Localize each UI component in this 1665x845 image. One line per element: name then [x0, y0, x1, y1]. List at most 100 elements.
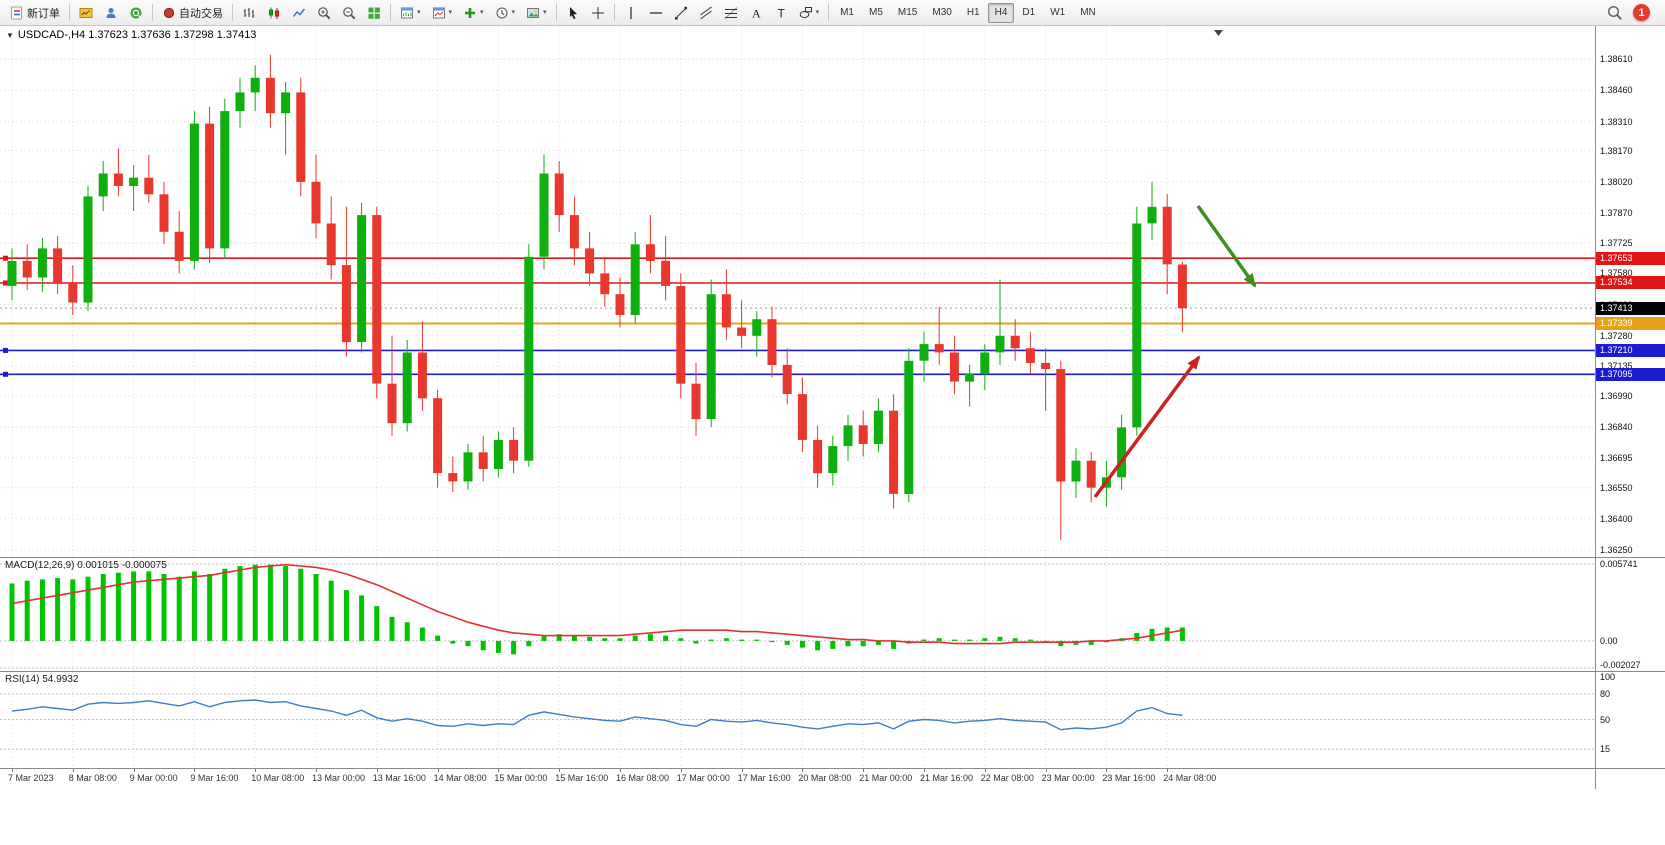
time-axis-label: 17 Mar 00:00	[676, 773, 730, 783]
pane-splitter[interactable]	[0, 557, 1665, 558]
tile-windows-icon	[368, 7, 380, 19]
clock-icon	[496, 7, 508, 18]
dropdown-arrow-icon: ▾	[480, 9, 484, 16]
horizontal-line-icon	[649, 11, 662, 14]
candlestick-chart-button[interactable]	[262, 2, 286, 24]
price-tag: 1.37534	[1596, 276, 1665, 290]
symbol-dropdown-icon[interactable]: ▼	[6, 30, 14, 40]
add-indicator-button[interactable]: ▾	[458, 2, 489, 24]
macd-axis[interactable]: 0.005741 0.00 -0.002027	[1595, 558, 1665, 671]
vertical-line-icon	[629, 6, 632, 19]
time-tick	[72, 769, 74, 772]
chart-window-button[interactable]: ▾	[427, 2, 458, 24]
indicator-window-button[interactable]: ▾	[395, 2, 426, 24]
fibonacci-button[interactable]	[719, 2, 743, 24]
trendline-button[interactable]	[669, 2, 693, 24]
price-tag: 1.37413	[1596, 301, 1665, 315]
macd-axis-label: 0.005741	[1600, 559, 1638, 570]
zoom-in-icon	[318, 6, 331, 19]
price-axis-label: 1.37135	[1600, 360, 1633, 371]
vertical-line-button[interactable]	[619, 2, 643, 24]
macd-chart	[0, 558, 1595, 671]
time-axis-label: 21 Mar 00:00	[859, 773, 913, 783]
timeframe-button-m15[interactable]: M15	[897, 7, 918, 18]
horizontal-line-button[interactable]	[644, 2, 668, 24]
time-axis-label: 15 Mar 00:00	[494, 773, 548, 783]
price-axis[interactable]: 1.38610 1.38460 1.38310 1.38170 1.38020 1.378…	[1595, 26, 1665, 557]
time-axis[interactable]: 7 Mar 2023 8 Mar 08:00 9 Mar 00:00 9 Mar 16…	[0, 769, 1595, 789]
pane-splitter[interactable]	[0, 671, 1665, 672]
timeframe-button-d1[interactable]: D1	[1022, 7, 1036, 18]
dropdown-arrow-icon: ▾	[815, 9, 820, 16]
time-tick	[498, 769, 500, 772]
time-tick	[680, 769, 682, 772]
time-axis-label: 20 Mar 08:00	[798, 773, 852, 783]
timeframe-button-m30[interactable]: M30	[932, 7, 952, 18]
main-chart[interactable]: ▼ USDCAD-,H4 1.37623 1.37636 1.37298 1.3…	[0, 26, 1595, 557]
time-axis-label: 13 Mar 16:00	[372, 773, 426, 783]
timeframe-button-m1[interactable]: M1	[840, 7, 854, 18]
template-icon	[527, 7, 540, 18]
time-axis-label: 17 Mar 16:00	[737, 773, 791, 783]
timeframe-button-mn[interactable]: MN	[1080, 7, 1096, 18]
toolbar-separator	[613, 4, 615, 21]
dropdown-arrow-icon: ▾	[448, 9, 453, 16]
trendline-icon	[674, 6, 687, 20]
macd-pane[interactable]: MACD(12,26,9) 0.001015 -0.000075	[0, 558, 1595, 671]
time-tick	[376, 769, 378, 772]
tile-windows-button[interactable]	[362, 2, 386, 24]
text-button[interactable]: A	[744, 2, 768, 24]
navigator-button[interactable]	[124, 2, 148, 24]
bar-chart-button[interactable]	[237, 2, 261, 24]
rsi-pane[interactable]: RSI(14) 54.9932	[0, 672, 1595, 768]
toolbar-separator	[152, 4, 153, 21]
toolbar-right-group: 1	[1607, 4, 1660, 21]
period-button[interactable]: ▾	[490, 2, 521, 24]
price-axis-label: 1.36550	[1600, 482, 1633, 493]
cursor-button[interactable]	[561, 2, 585, 24]
rsi-axis[interactable]: 100 80 50 15	[1595, 672, 1665, 768]
axis-corner	[1595, 769, 1665, 789]
rsi-axis-label: 100	[1600, 672, 1616, 682]
template-button[interactable]: ▾	[521, 2, 552, 24]
pane-splitter[interactable]	[0, 768, 1665, 769]
time-axis-label: 13 Mar 00:00	[312, 773, 366, 783]
zoom-in-button[interactable]	[312, 2, 336, 24]
time-tick	[255, 769, 257, 772]
new-order-button[interactable]: 新订单	[5, 2, 65, 24]
time-axis-row: 7 Mar 2023 8 Mar 08:00 9 Mar 00:00 9 Mar 16…	[0, 769, 1665, 789]
rsi-axis-label: 15	[1600, 744, 1611, 755]
shapes-button[interactable]: ▾	[794, 2, 825, 24]
time-axis-label: 21 Mar 16:00	[920, 773, 974, 783]
zoom-out-button[interactable]	[337, 2, 361, 24]
auto-trading-icon	[163, 7, 175, 18]
data-window-button[interactable]	[99, 2, 123, 24]
macd-axis-label: 0.00	[1600, 635, 1618, 646]
price-tag: 1.37653	[1596, 251, 1665, 265]
timeframe-button-h4[interactable]: H4	[987, 2, 1015, 23]
time-axis-label: 24 Mar 08:00	[1163, 773, 1217, 783]
price-axis-label: 1.36990	[1600, 391, 1633, 402]
timeframe-button-m5[interactable]: M5	[869, 7, 883, 18]
auto-trading-button[interactable]: 自动交易	[157, 2, 228, 24]
market-watch-button[interactable]	[74, 2, 98, 24]
timeframe-button-w1[interactable]: W1	[1050, 7, 1066, 18]
candlestick-chart[interactable]	[0, 26, 1595, 557]
time-tick	[1045, 769, 1047, 772]
channel-button[interactable]	[694, 2, 718, 24]
timeframe-button-h1[interactable]: H1	[966, 7, 980, 18]
svg-text:T: T	[777, 6, 785, 20]
time-tick	[802, 769, 804, 772]
time-tick	[620, 769, 621, 772]
bottom-margin	[0, 789, 1665, 845]
time-axis-label: 23 Mar 16:00	[1102, 773, 1156, 783]
time-tick	[12, 769, 13, 772]
notification-badge[interactable]: 1	[1633, 4, 1650, 21]
label-button[interactable]: T	[769, 2, 793, 24]
macd-label: MACD(12,26,9) 0.001015 -0.000075	[5, 560, 167, 571]
search-icon[interactable]	[1607, 5, 1623, 21]
line-chart-button[interactable]	[287, 2, 311, 24]
svg-text:A: A	[752, 6, 761, 20]
crosshair-button[interactable]	[586, 2, 610, 24]
time-axis-label: 23 Mar 00:00	[1041, 773, 1095, 783]
